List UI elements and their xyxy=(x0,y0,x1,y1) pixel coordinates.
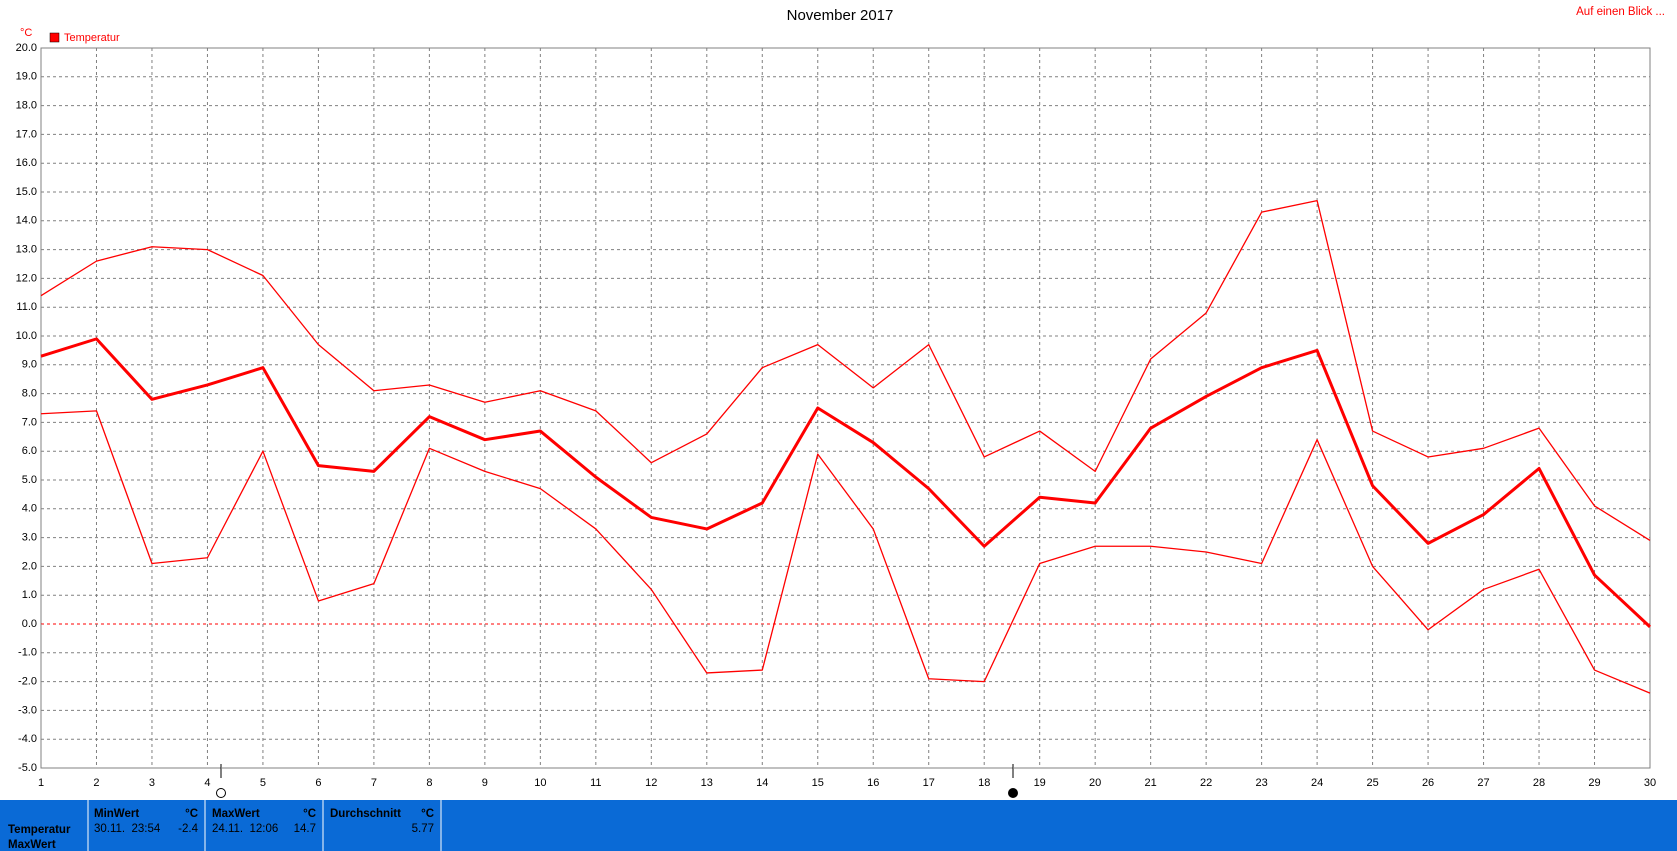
x-tick-label: 30 xyxy=(1644,777,1656,789)
row-label: Temperatur xyxy=(8,824,71,836)
x-tick-label: 21 xyxy=(1145,777,1157,789)
panel-bg xyxy=(0,800,1677,851)
y-tick-label: 6.0 xyxy=(22,445,37,457)
x-tick-label: 2 xyxy=(93,777,99,789)
y-tick-label: 9.0 xyxy=(22,359,37,371)
header: °C xyxy=(185,808,198,820)
y-tick-label: 4.0 xyxy=(22,503,37,515)
y-tick-label: 2.0 xyxy=(22,560,37,572)
link[interactable]: Auf einen Blick ... xyxy=(1576,6,1665,18)
header: °C xyxy=(421,808,434,820)
x-tick-label: 1 xyxy=(38,777,44,789)
x-tick-label: 28 xyxy=(1533,777,1545,789)
y-tick-label: 16.0 xyxy=(16,157,37,169)
y-tick-label: 0.0 xyxy=(22,618,37,630)
y-tick-label: 17.0 xyxy=(16,128,37,140)
x-tick-label: 29 xyxy=(1588,777,1600,789)
y-tick-label: 19.0 xyxy=(16,71,37,83)
header: MinWert xyxy=(94,808,139,820)
x-tick-label: 26 xyxy=(1422,777,1434,789)
plot-area xyxy=(40,47,1651,769)
header: Durchschnitt xyxy=(330,808,401,820)
x-tick-label: 27 xyxy=(1477,777,1489,789)
header: MaxWert xyxy=(212,808,260,820)
y-tick-label: -5.0 xyxy=(18,762,37,774)
max-time: 24.11. 12:06 xyxy=(212,823,278,835)
x-tick-label: 24 xyxy=(1311,777,1323,789)
x-tick-label: 12 xyxy=(645,777,657,789)
legend-label: Temperatur xyxy=(64,32,120,44)
x-tick-label: 15 xyxy=(812,777,824,789)
y-tick-label: 11.0 xyxy=(16,301,37,313)
legend-swatch xyxy=(49,32,60,43)
x-tick-label: 13 xyxy=(701,777,713,789)
x-tick-label: 19 xyxy=(1034,777,1046,789)
y-tick-label: 10.0 xyxy=(16,330,37,342)
y-tick-label: 15.0 xyxy=(16,186,37,198)
x-tick-label: 18 xyxy=(978,777,990,789)
y-tick-label: 3.0 xyxy=(22,532,37,544)
y-tick-label: 18.0 xyxy=(16,100,37,112)
header: °C xyxy=(303,808,316,820)
min-time: 30.11. 23:54 xyxy=(94,823,161,835)
y-tick-label: 7.0 xyxy=(22,416,37,428)
x-tick-label: 14 xyxy=(756,777,768,789)
x-tick-label: 7 xyxy=(371,777,377,789)
chart-title: November 2017 xyxy=(787,7,894,24)
y-tick-label: 5.0 xyxy=(22,474,37,486)
x-tick-label: 5 xyxy=(260,777,266,789)
y-tick-label: -3.0 xyxy=(18,704,37,716)
avg-value: 5.77 xyxy=(412,823,434,835)
x-tick-label: 20 xyxy=(1089,777,1101,789)
x-tick-label: 23 xyxy=(1255,777,1267,789)
y-tick-label: -1.0 xyxy=(18,647,37,659)
x-tick-label: 6 xyxy=(315,777,321,789)
y-tick-label: -2.0 xyxy=(18,676,37,688)
y-tick-label: 20.0 xyxy=(16,42,37,54)
x-tick-label: 10 xyxy=(534,777,546,789)
moon-icon xyxy=(1008,788,1018,798)
x-tick-label: 9 xyxy=(482,777,488,789)
x-tick-label: 22 xyxy=(1200,777,1212,789)
x-tick-label: 16 xyxy=(867,777,879,789)
y-tick-label: 1.0 xyxy=(22,589,37,601)
series-line xyxy=(40,410,1651,694)
x-tick-label: 3 xyxy=(149,777,155,789)
x-tick-label: 11 xyxy=(590,777,601,789)
row-label: MaxWert xyxy=(8,839,56,851)
max-value: 14.7 xyxy=(294,823,316,835)
stats-panel: MinWert °C MaxWert °C Durchschnitt °C Te… xyxy=(0,800,1677,851)
y-tick-label: 12.0 xyxy=(16,272,37,284)
y-tick-label: 14.0 xyxy=(16,215,37,227)
x-tick-label: 25 xyxy=(1366,777,1378,789)
y-unit: °C xyxy=(20,27,32,39)
min-value: -2.4 xyxy=(178,823,198,835)
y-tick-label: 13.0 xyxy=(16,244,37,256)
series-line xyxy=(40,199,1651,542)
y-tick-label: 8.0 xyxy=(22,388,37,400)
x-tick-label: 8 xyxy=(426,777,432,789)
y-tick-label: -4.0 xyxy=(18,733,37,745)
x-tick-label: 17 xyxy=(923,777,935,789)
x-tick-label: 4 xyxy=(204,777,210,789)
moon-icon xyxy=(216,788,226,798)
series-line xyxy=(40,337,1652,628)
